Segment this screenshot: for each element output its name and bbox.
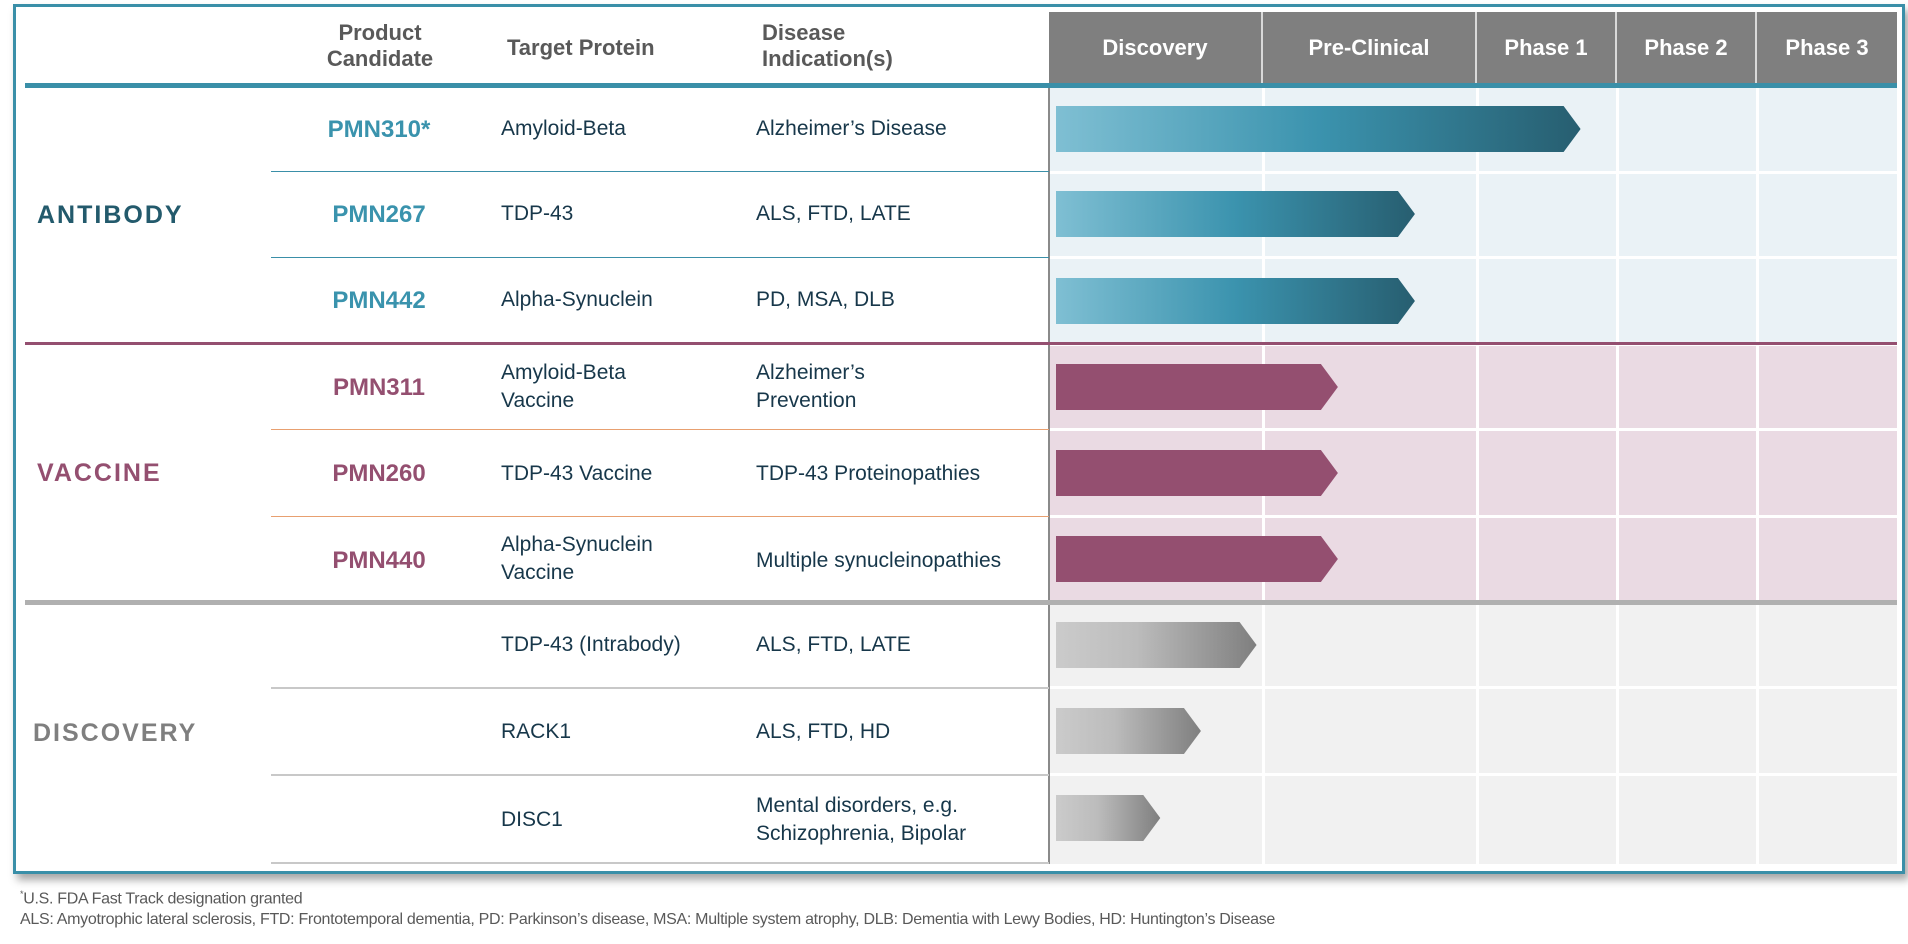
grid-line bbox=[1049, 773, 1897, 776]
row-separator bbox=[271, 257, 1049, 258]
chart-left-axis bbox=[1048, 88, 1050, 864]
header-disease-line2: Indication(s) bbox=[762, 46, 893, 71]
disease-indication: ALS, FTD, LATE bbox=[756, 633, 911, 656]
header-disease-line1: Disease bbox=[762, 20, 846, 45]
footnote: *U.S. FDA Fast Track designation granted bbox=[20, 889, 303, 908]
footnote-marker: * bbox=[20, 889, 24, 899]
disease-line: Mental disorders, e.g. bbox=[756, 794, 958, 817]
target-protein: Alpha-Synuclein bbox=[501, 288, 653, 311]
disease-indication: Alzheimer’s Prevention bbox=[756, 359, 865, 415]
progress-bar-pmn310 bbox=[1056, 106, 1581, 152]
progress-bar-pmn442 bbox=[1056, 278, 1415, 324]
grid-line bbox=[1049, 256, 1897, 259]
progress-bar-pmn260 bbox=[1056, 450, 1338, 496]
disease-line: Prevention bbox=[756, 389, 857, 412]
target-protein: Amyloid-Beta Vaccine bbox=[501, 359, 626, 415]
disease-indication: TDP-43 Proteinopathies bbox=[756, 462, 981, 485]
disease-line: Alzheimer’s bbox=[756, 361, 865, 384]
disease-indication: Alzheimer’s Disease bbox=[756, 117, 947, 140]
progress-bar-pmn311 bbox=[1056, 364, 1338, 410]
progress-bar-pmn267 bbox=[1056, 191, 1415, 237]
grid-line bbox=[1476, 88, 1479, 864]
header-product-candidate: Product Candidate bbox=[300, 20, 460, 72]
product-name: PMN440 bbox=[332, 547, 426, 574]
target-protein: TDP-43 bbox=[501, 202, 574, 225]
target-protein: TDP-43 (Intrabody) bbox=[501, 633, 681, 656]
category-vaccine: VACCINE bbox=[37, 459, 162, 487]
progress-bar-pmn440 bbox=[1056, 536, 1338, 582]
target-line: Alpha-Synuclein bbox=[501, 533, 653, 556]
target-line: Vaccine bbox=[501, 561, 575, 584]
product-name: PMN267 bbox=[332, 201, 426, 228]
progress-bar-disc1 bbox=[1056, 795, 1161, 841]
row-separator bbox=[271, 774, 1049, 776]
grid-line bbox=[1756, 88, 1759, 864]
grid-line bbox=[1049, 428, 1897, 431]
stage-header-phase2: Phase 2 bbox=[1617, 12, 1757, 83]
discovery-group-rule bbox=[25, 600, 1897, 605]
category-antibody: ANTIBODY bbox=[37, 201, 184, 229]
stage-header-preclinical: Pre-Clinical bbox=[1263, 12, 1477, 83]
grid-line bbox=[1049, 515, 1897, 518]
grid-line bbox=[1616, 88, 1619, 864]
grid-line bbox=[1049, 686, 1897, 689]
stage-header-phase1: Phase 1 bbox=[1477, 12, 1617, 83]
target-protein: Amyloid-Beta bbox=[501, 117, 626, 140]
disease-indication: ALS, FTD, LATE bbox=[756, 202, 911, 225]
header-disease-indication: Disease Indication(s) bbox=[762, 20, 893, 72]
target-protein: RACK1 bbox=[501, 720, 572, 743]
target-line: Vaccine bbox=[501, 389, 575, 412]
disease-indication: PD, MSA, DLB bbox=[756, 288, 895, 311]
header-product-line2: Candidate bbox=[326, 46, 434, 71]
stage-header-phase3: Phase 3 bbox=[1757, 12, 1897, 83]
target-protein: Alpha-Synuclein Vaccine bbox=[501, 531, 653, 587]
vaccine-group-rule bbox=[25, 342, 1897, 345]
row-separator bbox=[271, 429, 1049, 430]
product-name: PMN260 bbox=[332, 460, 426, 487]
disease-indication: ALS, FTD, HD bbox=[756, 720, 891, 743]
disease-indication: Mental disorders, e.g. Schizophrenia, Bi… bbox=[756, 792, 966, 848]
row-separator bbox=[271, 862, 1049, 864]
header-rule bbox=[25, 83, 1897, 88]
row-separator bbox=[271, 516, 1049, 517]
header-target-protein: Target Protein bbox=[507, 35, 655, 60]
progress-bar-rack1 bbox=[1056, 708, 1201, 754]
product-name: PMN311 bbox=[332, 374, 426, 401]
footnote-text: U.S. FDA Fast Track designation granted bbox=[23, 890, 303, 908]
stage-header-discovery: Discovery bbox=[1049, 12, 1263, 83]
disease-indication: Multiple synucleinopathies bbox=[756, 549, 1002, 572]
target-protein: DISC1 bbox=[501, 808, 563, 831]
abbreviations: ALS: Amyotrophic lateral sclerosis, FTD:… bbox=[20, 911, 1276, 928]
header-product-line1: Product bbox=[338, 20, 422, 45]
disease-line: Schizophrenia, Bipolar bbox=[756, 822, 967, 845]
grid-line bbox=[1049, 171, 1897, 174]
row-separator bbox=[271, 687, 1049, 689]
target-line: Amyloid-Beta bbox=[501, 361, 626, 384]
target-protein: TDP-43 Vaccine bbox=[501, 462, 653, 485]
row-separator bbox=[271, 171, 1049, 172]
product-name: PMN310* bbox=[327, 116, 431, 143]
category-discovery: DISCOVERY bbox=[33, 719, 198, 747]
progress-bar-tdp-43-intrabody bbox=[1056, 622, 1257, 668]
product-name: PMN442 bbox=[332, 287, 426, 314]
